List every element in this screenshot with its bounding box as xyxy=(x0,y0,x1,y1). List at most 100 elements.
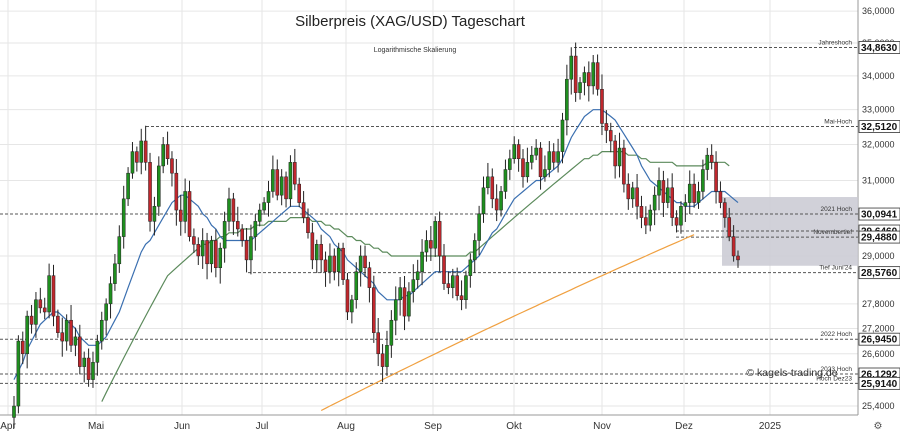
candle-body xyxy=(486,176,490,189)
candle-body xyxy=(29,315,34,325)
candle-body xyxy=(222,221,227,249)
candle xyxy=(683,194,688,223)
candle-body xyxy=(595,62,600,90)
level-label: 2021 Hoch xyxy=(821,206,853,213)
candle xyxy=(196,237,201,265)
candle-body xyxy=(209,240,214,265)
candle-body xyxy=(437,221,442,257)
candle-body xyxy=(622,147,626,185)
candle xyxy=(376,317,380,367)
y-tick-label: 33,0000 xyxy=(862,105,895,115)
candle xyxy=(161,137,165,174)
candle-body xyxy=(192,236,196,245)
candle xyxy=(385,330,389,376)
candle-body xyxy=(516,144,521,159)
level-label: 2022 Hoch xyxy=(821,331,853,338)
candle-body xyxy=(380,353,385,367)
candle xyxy=(350,294,354,324)
candle xyxy=(231,192,236,235)
candle-body xyxy=(227,198,231,222)
candle-body xyxy=(538,147,543,178)
candle xyxy=(301,191,306,224)
candle-body xyxy=(126,172,130,200)
candle-body xyxy=(214,240,218,268)
candle xyxy=(652,186,657,226)
y-tick-label: 31,0000 xyxy=(862,175,895,185)
level-price-box xyxy=(858,332,900,346)
candle-body xyxy=(424,240,429,253)
candle-body xyxy=(262,202,266,211)
level-price-text: 30,0941 xyxy=(861,210,898,221)
candle-body xyxy=(113,263,117,284)
candle xyxy=(34,292,38,338)
candle-body xyxy=(354,271,359,301)
candle-body xyxy=(205,240,209,265)
candle-body xyxy=(240,228,244,241)
candle-body xyxy=(582,72,587,83)
candle-body xyxy=(630,187,635,200)
level-price-text: 29,4880 xyxy=(861,233,898,244)
candle-body xyxy=(644,217,648,226)
candle-body xyxy=(525,162,530,178)
level-price-box xyxy=(858,120,900,133)
x-tick-label: Apr xyxy=(0,421,16,432)
candle-body xyxy=(82,357,86,367)
candle-body xyxy=(161,144,165,167)
candle-body xyxy=(200,240,205,257)
y-tick-label: 32,0000 xyxy=(862,140,895,150)
candle xyxy=(622,139,626,193)
candle xyxy=(512,136,517,164)
candle-body xyxy=(459,295,464,301)
x-tick-label: Okt xyxy=(506,421,522,432)
x-tick-label: Nov xyxy=(593,421,611,432)
candle-body xyxy=(38,299,43,309)
candle-body xyxy=(709,154,714,163)
x-tick-label: Mai xyxy=(88,421,104,432)
candle xyxy=(152,196,157,236)
candle-body xyxy=(372,287,376,333)
candle xyxy=(604,110,609,144)
candle-body xyxy=(218,247,223,268)
candle xyxy=(205,232,209,280)
candle-body xyxy=(534,147,538,156)
candle xyxy=(16,335,21,414)
candle xyxy=(42,297,47,320)
candle-body xyxy=(16,340,21,407)
candle-body xyxy=(393,299,398,321)
candle-body xyxy=(635,187,639,207)
candle xyxy=(595,54,600,96)
candle-body xyxy=(608,130,613,142)
candle xyxy=(170,151,174,187)
candle-body xyxy=(279,176,284,196)
candle xyxy=(525,147,530,183)
settings-gear-icon[interactable]: ⚙ xyxy=(874,421,883,432)
candle-body xyxy=(293,162,297,185)
candle-body xyxy=(723,202,727,218)
candle-body xyxy=(573,55,578,93)
candle-body xyxy=(174,172,179,211)
candle-body xyxy=(323,259,328,272)
candle-body xyxy=(367,267,372,288)
candle-body xyxy=(687,183,692,203)
level-label: Novembertief xyxy=(813,229,852,236)
candle xyxy=(639,195,644,229)
candle-body xyxy=(718,191,723,203)
candle xyxy=(214,229,218,278)
candle xyxy=(613,134,617,179)
candle-body xyxy=(135,151,139,163)
candle-body xyxy=(661,180,666,203)
candle xyxy=(284,171,288,208)
candle xyxy=(244,227,249,273)
candle xyxy=(130,142,135,179)
candle xyxy=(393,286,398,336)
candle xyxy=(424,230,429,262)
candle xyxy=(341,242,345,285)
candle-body xyxy=(56,315,60,333)
candle xyxy=(29,304,34,334)
candle-body xyxy=(95,340,100,363)
candle-body xyxy=(99,319,104,342)
candle-body xyxy=(727,217,732,237)
candle xyxy=(648,204,653,232)
candle xyxy=(516,139,521,172)
candle xyxy=(731,225,736,262)
